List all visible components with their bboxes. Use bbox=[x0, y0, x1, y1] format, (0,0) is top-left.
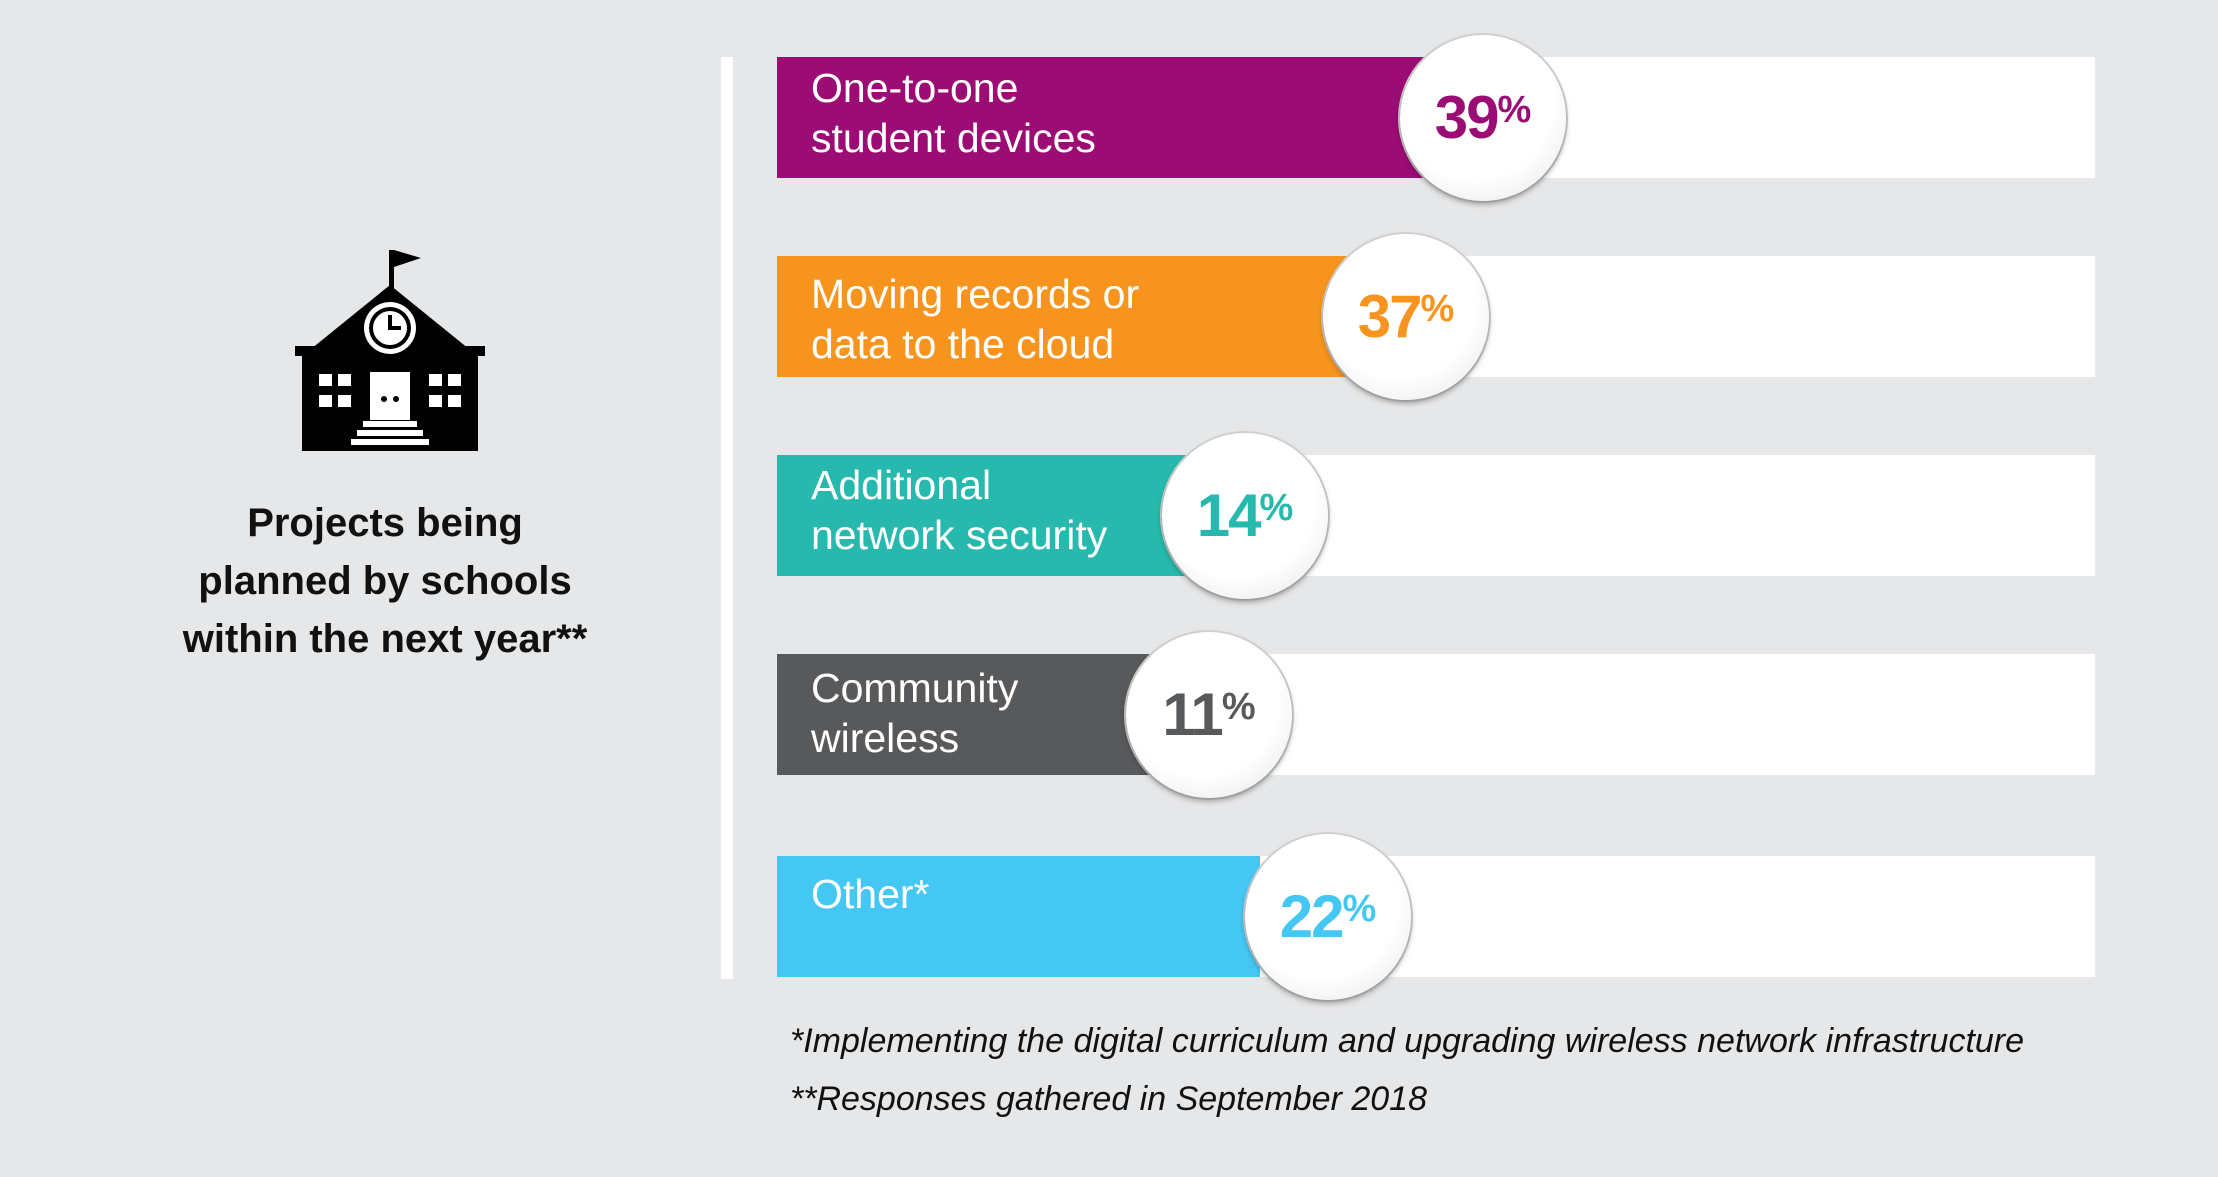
bar-label-wireless: Community wireless bbox=[811, 665, 1019, 761]
value-label-other: 22% bbox=[1279, 883, 1377, 950]
bar-cloud bbox=[777, 256, 1350, 377]
bar-label-cloud: Moving records or data to the cloud bbox=[811, 271, 1140, 367]
axis-line bbox=[721, 57, 733, 979]
value-bubble-wireless: 11% bbox=[1126, 631, 1292, 798]
value-bubble-cloud: 37% bbox=[1323, 233, 1489, 400]
bar-wireless bbox=[777, 654, 1155, 775]
value-label-cloud: 37% bbox=[1357, 283, 1455, 350]
bar-label-other: Other* bbox=[811, 871, 930, 917]
title-line-1: Projects being bbox=[247, 501, 523, 545]
bar-one-to-one bbox=[777, 57, 1425, 178]
footnote-2: **Responses gathered in September 2018 bbox=[790, 1080, 1427, 1118]
value-label-wireless: 11% bbox=[1162, 681, 1256, 748]
school-building-icon bbox=[295, 250, 485, 451]
bar-label-security: Additional network security bbox=[811, 462, 1108, 558]
title-line-2: planned by schools bbox=[198, 559, 572, 603]
bar-other bbox=[777, 856, 1260, 977]
footnote-1: *Implementing the digital curriculum and… bbox=[790, 1022, 2025, 1060]
chart-title: Projects being planned by schools within… bbox=[110, 494, 660, 668]
value-label-security: 14% bbox=[1196, 482, 1294, 549]
title-line-3: within the next year** bbox=[182, 617, 588, 661]
value-bubble-one-to-one: 39% bbox=[1400, 34, 1566, 201]
bar-label-one-to-one: One-to-one student devices bbox=[811, 65, 1096, 161]
value-label-one-to-one: 39% bbox=[1434, 84, 1532, 151]
bar-security bbox=[777, 455, 1190, 576]
value-bubble-security: 14% bbox=[1162, 432, 1328, 599]
value-bubble-other: 22% bbox=[1245, 833, 1411, 1000]
